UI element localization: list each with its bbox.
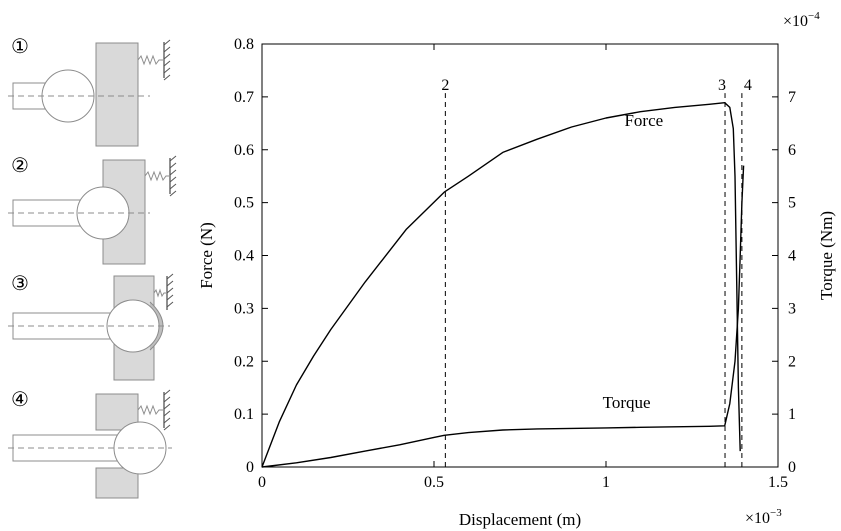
plot-frame (261, 43, 779, 468)
stage-schematics: ① ② ③ (8, 36, 177, 499)
stage-3-spring (153, 288, 166, 298)
stage-1-spring (137, 54, 163, 66)
y2-tick-label: 1 (788, 406, 796, 423)
stage-4-block-bottom (95, 467, 139, 499)
stage-2-hatch (169, 155, 177, 197)
stage-2-spring (144, 170, 169, 182)
x-axis-multiplier: ×10−3 (745, 507, 782, 527)
stage-3-schematic: ③ (8, 273, 174, 381)
y-tick-label: 0.7 (234, 89, 254, 106)
y2-tick-label: 6 (788, 142, 796, 159)
stage-4-label: ④ (11, 389, 29, 411)
y-tick-label: 0.3 (234, 300, 254, 317)
stage-1-label: ① (11, 36, 29, 58)
stage-3-hatch (166, 273, 174, 308)
x-axis-label: Displacement (m) (459, 510, 581, 529)
stage-4-schematic: ④ (8, 389, 172, 499)
y-tick-label: 0.5 (234, 195, 254, 212)
y2-tick-label: 3 (788, 300, 796, 317)
y-axis-label: Force (N) (197, 222, 216, 289)
x-tick-label: 0 (258, 474, 266, 491)
annotation-force: Force (624, 111, 663, 130)
y2-axis-multiplier: ×10−4 (783, 10, 820, 30)
stage-2-label: ② (11, 155, 29, 177)
stage-1-schematic: ① (8, 36, 171, 147)
x-axis-ticks: 0 0.5 1 1.5 (258, 44, 788, 491)
y2-axis-ticks: 0 1 2 3 4 5 6 7 (772, 89, 796, 476)
y2-multiplier-base: ×10 (783, 13, 808, 30)
x-multiplier-exp: −3 (770, 507, 782, 519)
y2-tick-label: 7 (788, 89, 796, 106)
y2-tick-label: 2 (788, 353, 796, 370)
y-axis-ticks: 0 0.1 0.2 0.3 0.4 0.5 0.6 0.7 0.8 (234, 36, 268, 476)
y-tick-label: 0.4 (234, 248, 254, 265)
x-tick-label: 1 (602, 474, 610, 491)
stage-markers: 2 3 4 (441, 77, 752, 467)
stage-4-hatch (163, 389, 171, 431)
x-tick-label: 0.5 (424, 474, 444, 491)
y2-axis-label: Torque (Nm) (817, 211, 836, 300)
y-tick-label: 0.6 (234, 142, 254, 159)
y2-tick-label: 4 (788, 248, 796, 265)
x-multiplier-base: ×10 (745, 510, 770, 527)
y-tick-label: 0.1 (234, 406, 254, 423)
y-tick-label: 0.8 (234, 36, 254, 53)
stage-1-hatch (163, 39, 171, 81)
stage-3-label: ③ (11, 273, 29, 295)
series-line-force (261, 101, 741, 468)
series-lines (261, 101, 745, 468)
series-annotations: Force Torque (603, 111, 664, 412)
stage-marker-label-4: 4 (744, 77, 752, 94)
stage-4-spring (137, 404, 163, 416)
y2-multiplier-exp: −4 (808, 10, 820, 22)
y2-tick-label: 0 (788, 459, 796, 476)
annotation-torque: Torque (603, 393, 651, 412)
y2-tick-label: 5 (788, 195, 796, 212)
stage-1-block (95, 42, 139, 147)
x-tick-label: 1.5 (768, 474, 788, 491)
force-torque-chart: 0 0.5 1 1.5 0 0.1 0.2 0.3 0.4 0.5 0.6 0.7 0.8 0 1 2 3 4… (197, 10, 836, 529)
series-line-torque (261, 165, 745, 468)
stage-2-schematic: ② (8, 155, 177, 265)
stage-marker-label-3: 3 (718, 77, 726, 94)
y-tick-label: 0.2 (234, 353, 254, 370)
stage-marker-label-2: 2 (441, 77, 449, 94)
y-tick-label: 0 (246, 459, 254, 476)
